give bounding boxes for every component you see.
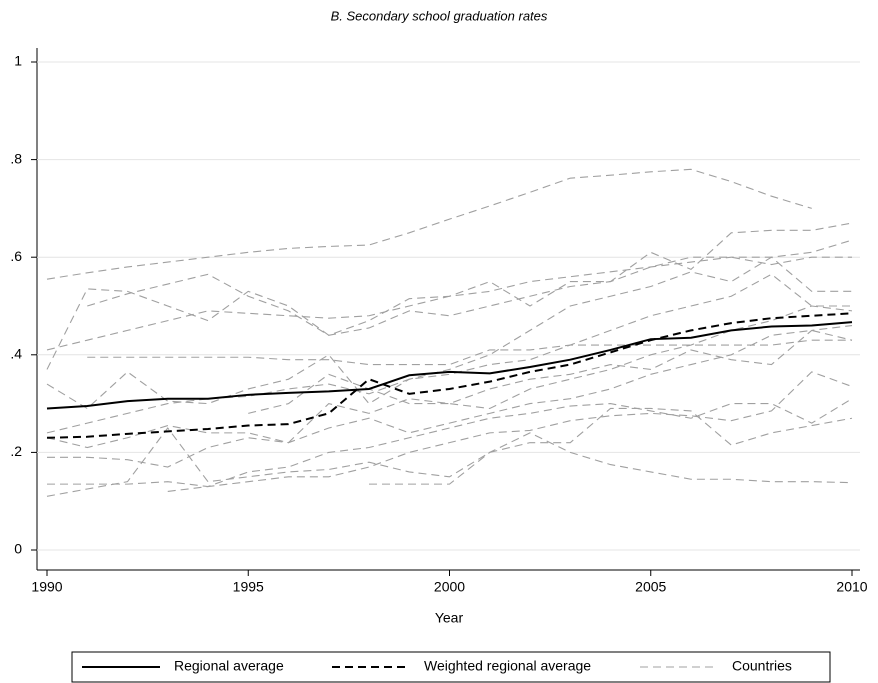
- y-tick-label: .6: [10, 248, 22, 264]
- y-tick-label: 0: [14, 541, 22, 557]
- country-line: [167, 371, 853, 492]
- country-line: [46, 407, 853, 497]
- y-tick-label: .4: [10, 346, 22, 362]
- country-line: [46, 273, 852, 434]
- country-line: [46, 305, 853, 449]
- x-tick-label: 2000: [434, 579, 465, 595]
- x-tick-label: 2010: [836, 579, 867, 595]
- legend-box: [71, 651, 831, 683]
- country-line: [46, 222, 853, 370]
- legend-label: Countries: [732, 658, 792, 674]
- x-axis-label: Year: [435, 610, 464, 626]
- legend-label: Regional average: [174, 658, 284, 674]
- y-tick-label: .2: [10, 443, 22, 459]
- country-line: [248, 324, 853, 414]
- plot-area: [37, 61, 860, 551]
- chart-title: B. Secondary school graduation rates: [331, 8, 548, 23]
- country-line: [46, 256, 852, 410]
- country-line: [46, 168, 812, 280]
- country-line: [47, 329, 853, 468]
- country-line: [87, 256, 852, 336]
- series-line: [46, 321, 853, 410]
- x-tick-label: 1995: [233, 579, 264, 595]
- country-line: [47, 398, 853, 488]
- country-line: [369, 432, 853, 485]
- x-tick-label: 2005: [635, 579, 666, 595]
- country-line: [87, 339, 852, 366]
- country-line: [46, 239, 853, 351]
- y-tick-label: .8: [10, 150, 22, 166]
- y-tick-label: 1: [14, 53, 22, 69]
- x-tick-label: 1990: [31, 579, 62, 595]
- series-line: [46, 312, 853, 439]
- legend-label: Weighted regional average: [424, 658, 591, 674]
